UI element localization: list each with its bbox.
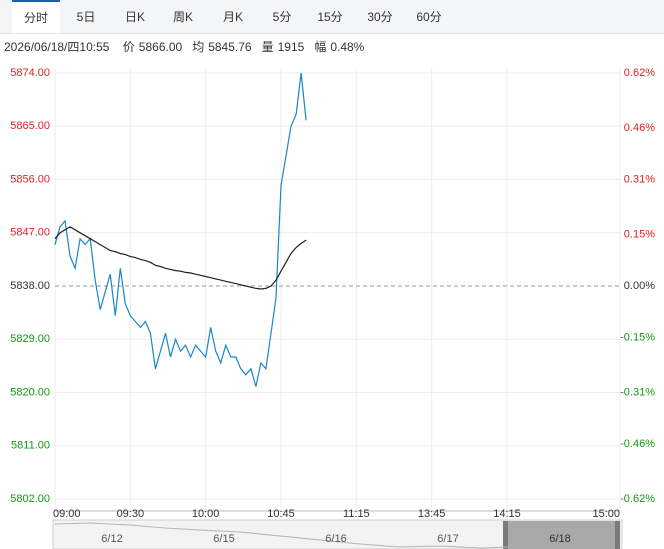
tab[interactable]: 月K: [222, 10, 243, 24]
info-label: 价: [122, 40, 135, 54]
series-line: [54, 226, 307, 290]
info-label: 均: [192, 40, 205, 54]
navigator-label: 6/15: [213, 533, 234, 545]
y-tick-label: 5829.00: [10, 333, 50, 345]
x-tick-label: 09:30: [117, 508, 145, 520]
info-value: 5845.76: [208, 40, 252, 54]
info-value: 0.48%: [330, 40, 365, 54]
tab[interactable]: 15分: [317, 10, 343, 24]
y2-tick-label: -0.15%: [620, 331, 655, 343]
y-tick-label: 5820.00: [10, 386, 50, 398]
info-bar: 2026/06/18/四10:55 价 5866.00 均 5845.76 量 1915 幅…: [4, 38, 368, 55]
info-datetime: 2026/06/18/四10:55: [4, 40, 110, 54]
navigator-handle[interactable]: [503, 521, 508, 549]
x-tick-label: 10:45: [267, 508, 295, 520]
x-tick-label: 11:15: [343, 508, 370, 520]
x-tick-label: 13:45: [418, 508, 446, 520]
navigator-label: 6/18: [549, 533, 570, 545]
info-label: 量: [261, 40, 274, 54]
x-tick-label: 09:00: [53, 508, 81, 520]
navigator-handle[interactable]: [615, 521, 620, 549]
x-tick-label: 14:15: [493, 508, 521, 520]
y-tick-label: 5838.00: [10, 280, 50, 292]
navigator: 6/12 6/15 6/16 6/17 6/18: [52, 519, 623, 549]
y-tick-label: 5856.00: [10, 173, 50, 185]
y-tick-label: 5811.00: [11, 440, 50, 452]
y2-tick-label: 0.31%: [624, 173, 655, 185]
navigator-label: 6/17: [437, 533, 458, 545]
y2-tick-label: -0.62%: [620, 493, 655, 505]
y-tick-label: 5874.00: [10, 67, 50, 79]
navigator-sparkline: [54, 522, 509, 549]
tab-bar: 分时 5日 日K 周K 月K 5分 15分 30分 60分: [0, 0, 664, 34]
info-label: 幅: [314, 40, 327, 54]
y2-tick-label: -0.31%: [620, 386, 655, 398]
navigator-label: 6/16: [325, 533, 346, 545]
tab[interactable]: 5分: [272, 10, 292, 24]
y-tick-label: 5802.00: [10, 493, 50, 505]
y2-tick-label: 0.15%: [624, 228, 655, 240]
y-tick-label: 5847.00: [10, 227, 50, 239]
tab[interactable]: 分时: [12, 0, 60, 33]
x-tick-label: 15:00: [592, 508, 620, 520]
tab[interactable]: 5日: [76, 10, 96, 24]
y2-tick-label: 0.00%: [624, 280, 655, 292]
tab[interactable]: 60分: [416, 10, 442, 24]
y-tick-label: 5865.00: [10, 120, 50, 132]
tab[interactable]: 日K: [124, 10, 145, 24]
info-value: 5866.00: [138, 40, 183, 54]
y2-tick-label: 0.62%: [624, 67, 655, 79]
info-value: 1915: [277, 40, 305, 54]
tab[interactable]: 30分: [367, 10, 393, 24]
series-line: [54, 72, 307, 387]
x-tick-label: 10:00: [192, 508, 220, 520]
y2-tick-label: -0.46%: [620, 438, 655, 450]
tab[interactable]: 周K: [172, 10, 193, 24]
y2-tick-label: 0.46%: [624, 122, 655, 134]
navigator-window[interactable]: [508, 521, 615, 549]
navigator-label: 6/12: [101, 533, 122, 545]
